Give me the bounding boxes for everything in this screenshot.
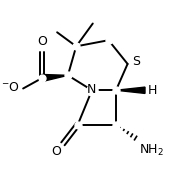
Text: N: N: [86, 83, 96, 96]
Text: S: S: [132, 55, 140, 68]
Text: H: H: [148, 84, 157, 97]
Text: $^{-}$O: $^{-}$O: [1, 81, 20, 94]
Text: O: O: [51, 145, 61, 158]
Text: NH$_2$: NH$_2$: [139, 143, 164, 158]
Polygon shape: [116, 87, 145, 93]
Text: O: O: [37, 35, 47, 48]
Polygon shape: [42, 75, 68, 81]
